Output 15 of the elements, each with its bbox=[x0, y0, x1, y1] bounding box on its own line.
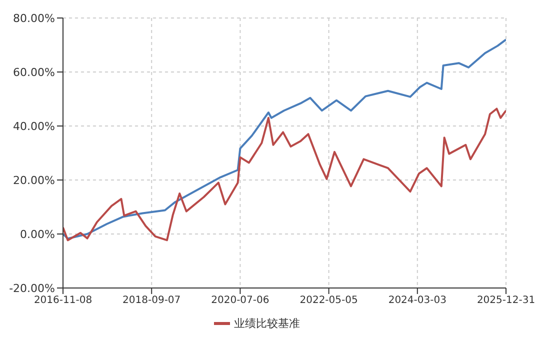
y-tick-label: 80.00% bbox=[13, 12, 55, 25]
x-tick-label: 2022-05-05 bbox=[300, 295, 358, 306]
x-tick-label: 2016-11-08 bbox=[34, 295, 92, 306]
y-tick-label: 40.00% bbox=[13, 120, 55, 133]
line-series bbox=[63, 108, 506, 242]
x-tick-label: 2020-07-06 bbox=[211, 295, 270, 306]
line-series bbox=[63, 38, 506, 240]
legend-label: 业绩比较基准 bbox=[234, 316, 300, 331]
x-tick-label: 2018-09-07 bbox=[122, 295, 181, 306]
x-tick-label: 2024-03-03 bbox=[388, 295, 446, 306]
x-tick-label: 2025-12-31 bbox=[476, 295, 536, 306]
y-tick-label: 0.00% bbox=[20, 228, 55, 241]
y-tick-label: 20.00% bbox=[13, 174, 55, 187]
y-tick-label: 60.00% bbox=[13, 66, 55, 79]
y-tick-label: -20.00% bbox=[9, 282, 55, 295]
